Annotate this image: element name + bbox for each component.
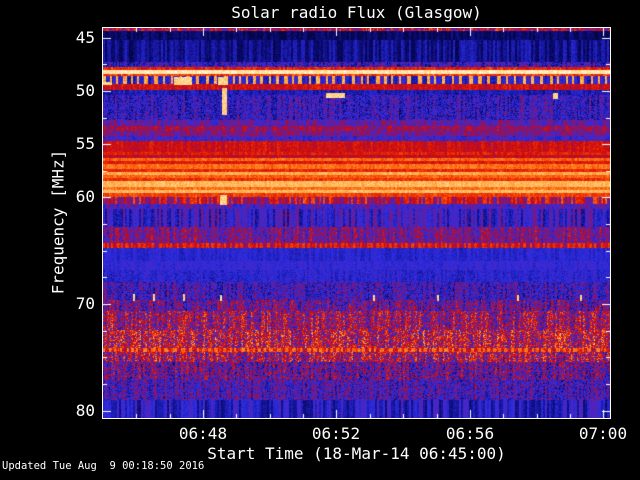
x-tick-label: 06:48 xyxy=(178,424,228,443)
y-tick-label: 70 xyxy=(75,294,95,313)
y-axis-title-text: Frequency [MHz] xyxy=(48,149,68,295)
x-tick-label: 07:00 xyxy=(578,424,628,443)
y-tick-label: 55 xyxy=(75,134,95,153)
x-axis-title: Start Time (18-Mar-14 06:45:00) xyxy=(207,444,506,463)
updated-timestamp: Updated Tue Aug 9 00:18:50 2016 xyxy=(2,460,205,472)
spectrogram-plot-frame xyxy=(102,27,611,419)
x-tick-label: 06:52 xyxy=(311,424,361,443)
x-tick-label: 06:56 xyxy=(445,424,495,443)
y-tick-label: 50 xyxy=(75,81,95,100)
page-title: Solar radio Flux (Glasgow) xyxy=(231,3,482,22)
y-tick-label: 45 xyxy=(75,28,95,47)
y-tick-label: 80 xyxy=(75,401,95,420)
spectrogram-heatmap xyxy=(103,28,610,418)
y-tick-label: 60 xyxy=(75,187,95,206)
